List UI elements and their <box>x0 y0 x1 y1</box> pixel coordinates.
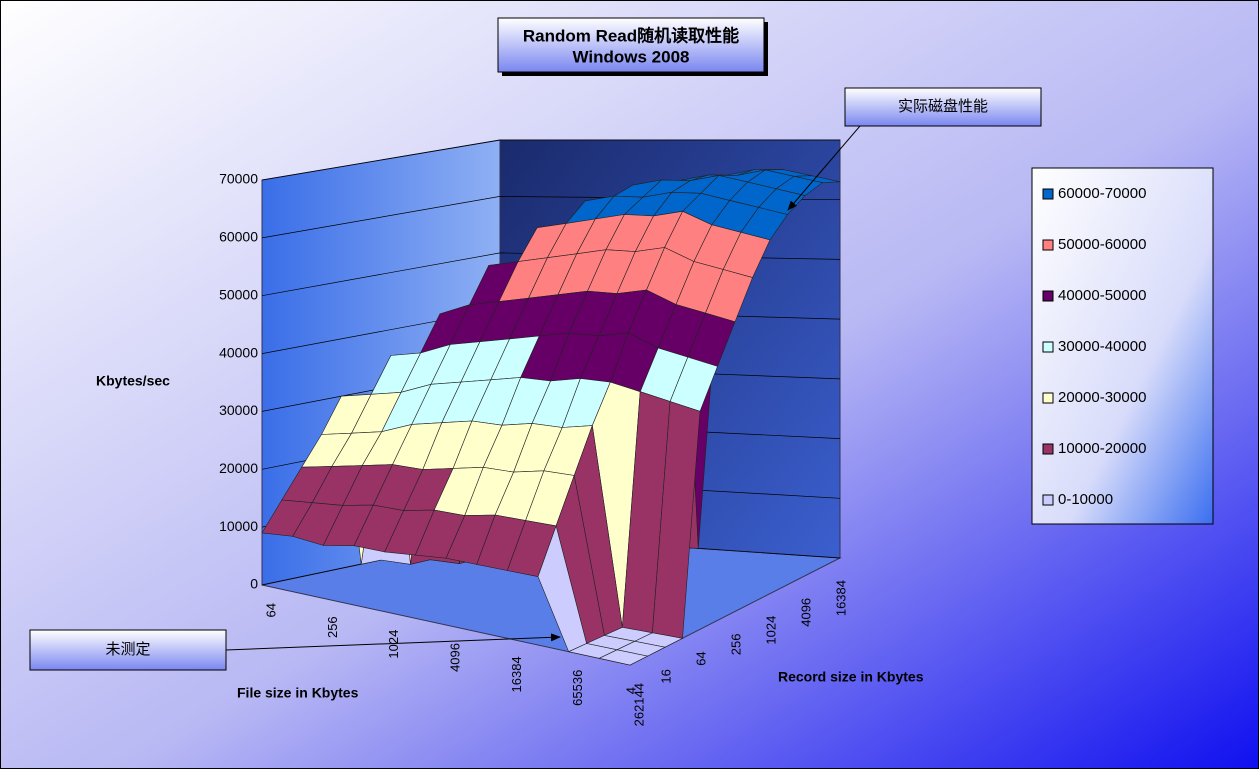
z-tick-label: 60000 <box>219 229 258 245</box>
y-tick-label: 4 <box>623 687 638 694</box>
x-tick-label: 65536 <box>570 670 585 706</box>
z-tick-label: 20000 <box>219 460 258 476</box>
x-tick-label: 262144 <box>631 683 646 726</box>
annotation: 实际磁盘性能 <box>898 97 988 115</box>
y-tick-label: 64 <box>693 651 708 665</box>
annotation-arrow <box>225 633 561 651</box>
x-tick-label: 4096 <box>447 643 462 672</box>
x-axis-title: File size in Kbytes <box>237 685 359 701</box>
z-tick-label: 30000 <box>219 402 258 418</box>
annotation: 未测定 <box>105 641 150 658</box>
x-tick-label: 256 <box>325 616 340 638</box>
y-tick-label: 4096 <box>798 598 813 627</box>
x-tick-label: 1024 <box>386 630 401 659</box>
z-tick-label: 0 <box>250 576 258 592</box>
z-tick-label: 10000 <box>219 518 258 534</box>
legend-swatch <box>1042 188 1054 200</box>
legend-label: 30000-40000 <box>1058 338 1146 355</box>
y-tick-label: 1024 <box>763 616 778 645</box>
y-tick-label: 16384 <box>833 580 848 616</box>
plot-area: 0 10000 20000 30000 40000 50000 60000 70000 64 25… <box>219 139 848 726</box>
legend-swatch <box>1042 239 1054 251</box>
legend-label: 40000-50000 <box>1058 287 1146 304</box>
annotation-box <box>844 87 1042 127</box>
legend-swatch <box>1042 392 1054 404</box>
y-axis-title: Record size in Kbytes <box>778 669 924 685</box>
annotation-box <box>29 629 227 671</box>
z-tick-label: 70000 <box>219 171 258 187</box>
legend-label: 0-10000 <box>1058 491 1113 508</box>
legend-label: 50000-60000 <box>1058 236 1146 253</box>
chart-title: Random Read随机读取性能 <box>523 25 739 45</box>
legend-label: 20000-30000 <box>1058 389 1146 406</box>
grid-line <box>261 139 840 181</box>
annotation-arrow <box>787 125 861 211</box>
legend-swatch <box>1042 443 1054 455</box>
z-tick-label: 50000 <box>219 286 258 302</box>
legend <box>1031 167 1214 525</box>
y-tick-label: 256 <box>728 634 743 656</box>
z-axis-title: Kbytes/sec <box>96 373 170 389</box>
legend-swatch <box>1042 341 1054 353</box>
y-tick-label: 16 <box>658 669 673 683</box>
chart-subtitle: Windows 2008 <box>573 47 690 66</box>
x-tick-label: 16384 <box>509 656 524 692</box>
legend-label: 60000-70000 <box>1058 185 1146 202</box>
surface-cell <box>598 649 649 666</box>
legend-label: 10000-20000 <box>1058 440 1146 457</box>
legend-swatch <box>1042 494 1054 506</box>
title-box <box>497 17 765 73</box>
x-tick-label: 64 <box>263 603 278 617</box>
legend-items: 60000-70000 50000-60000 40000-50000 30000-4… <box>1042 185 1146 508</box>
z-tick-label: 40000 <box>219 344 258 360</box>
legend-swatch <box>1042 290 1054 302</box>
